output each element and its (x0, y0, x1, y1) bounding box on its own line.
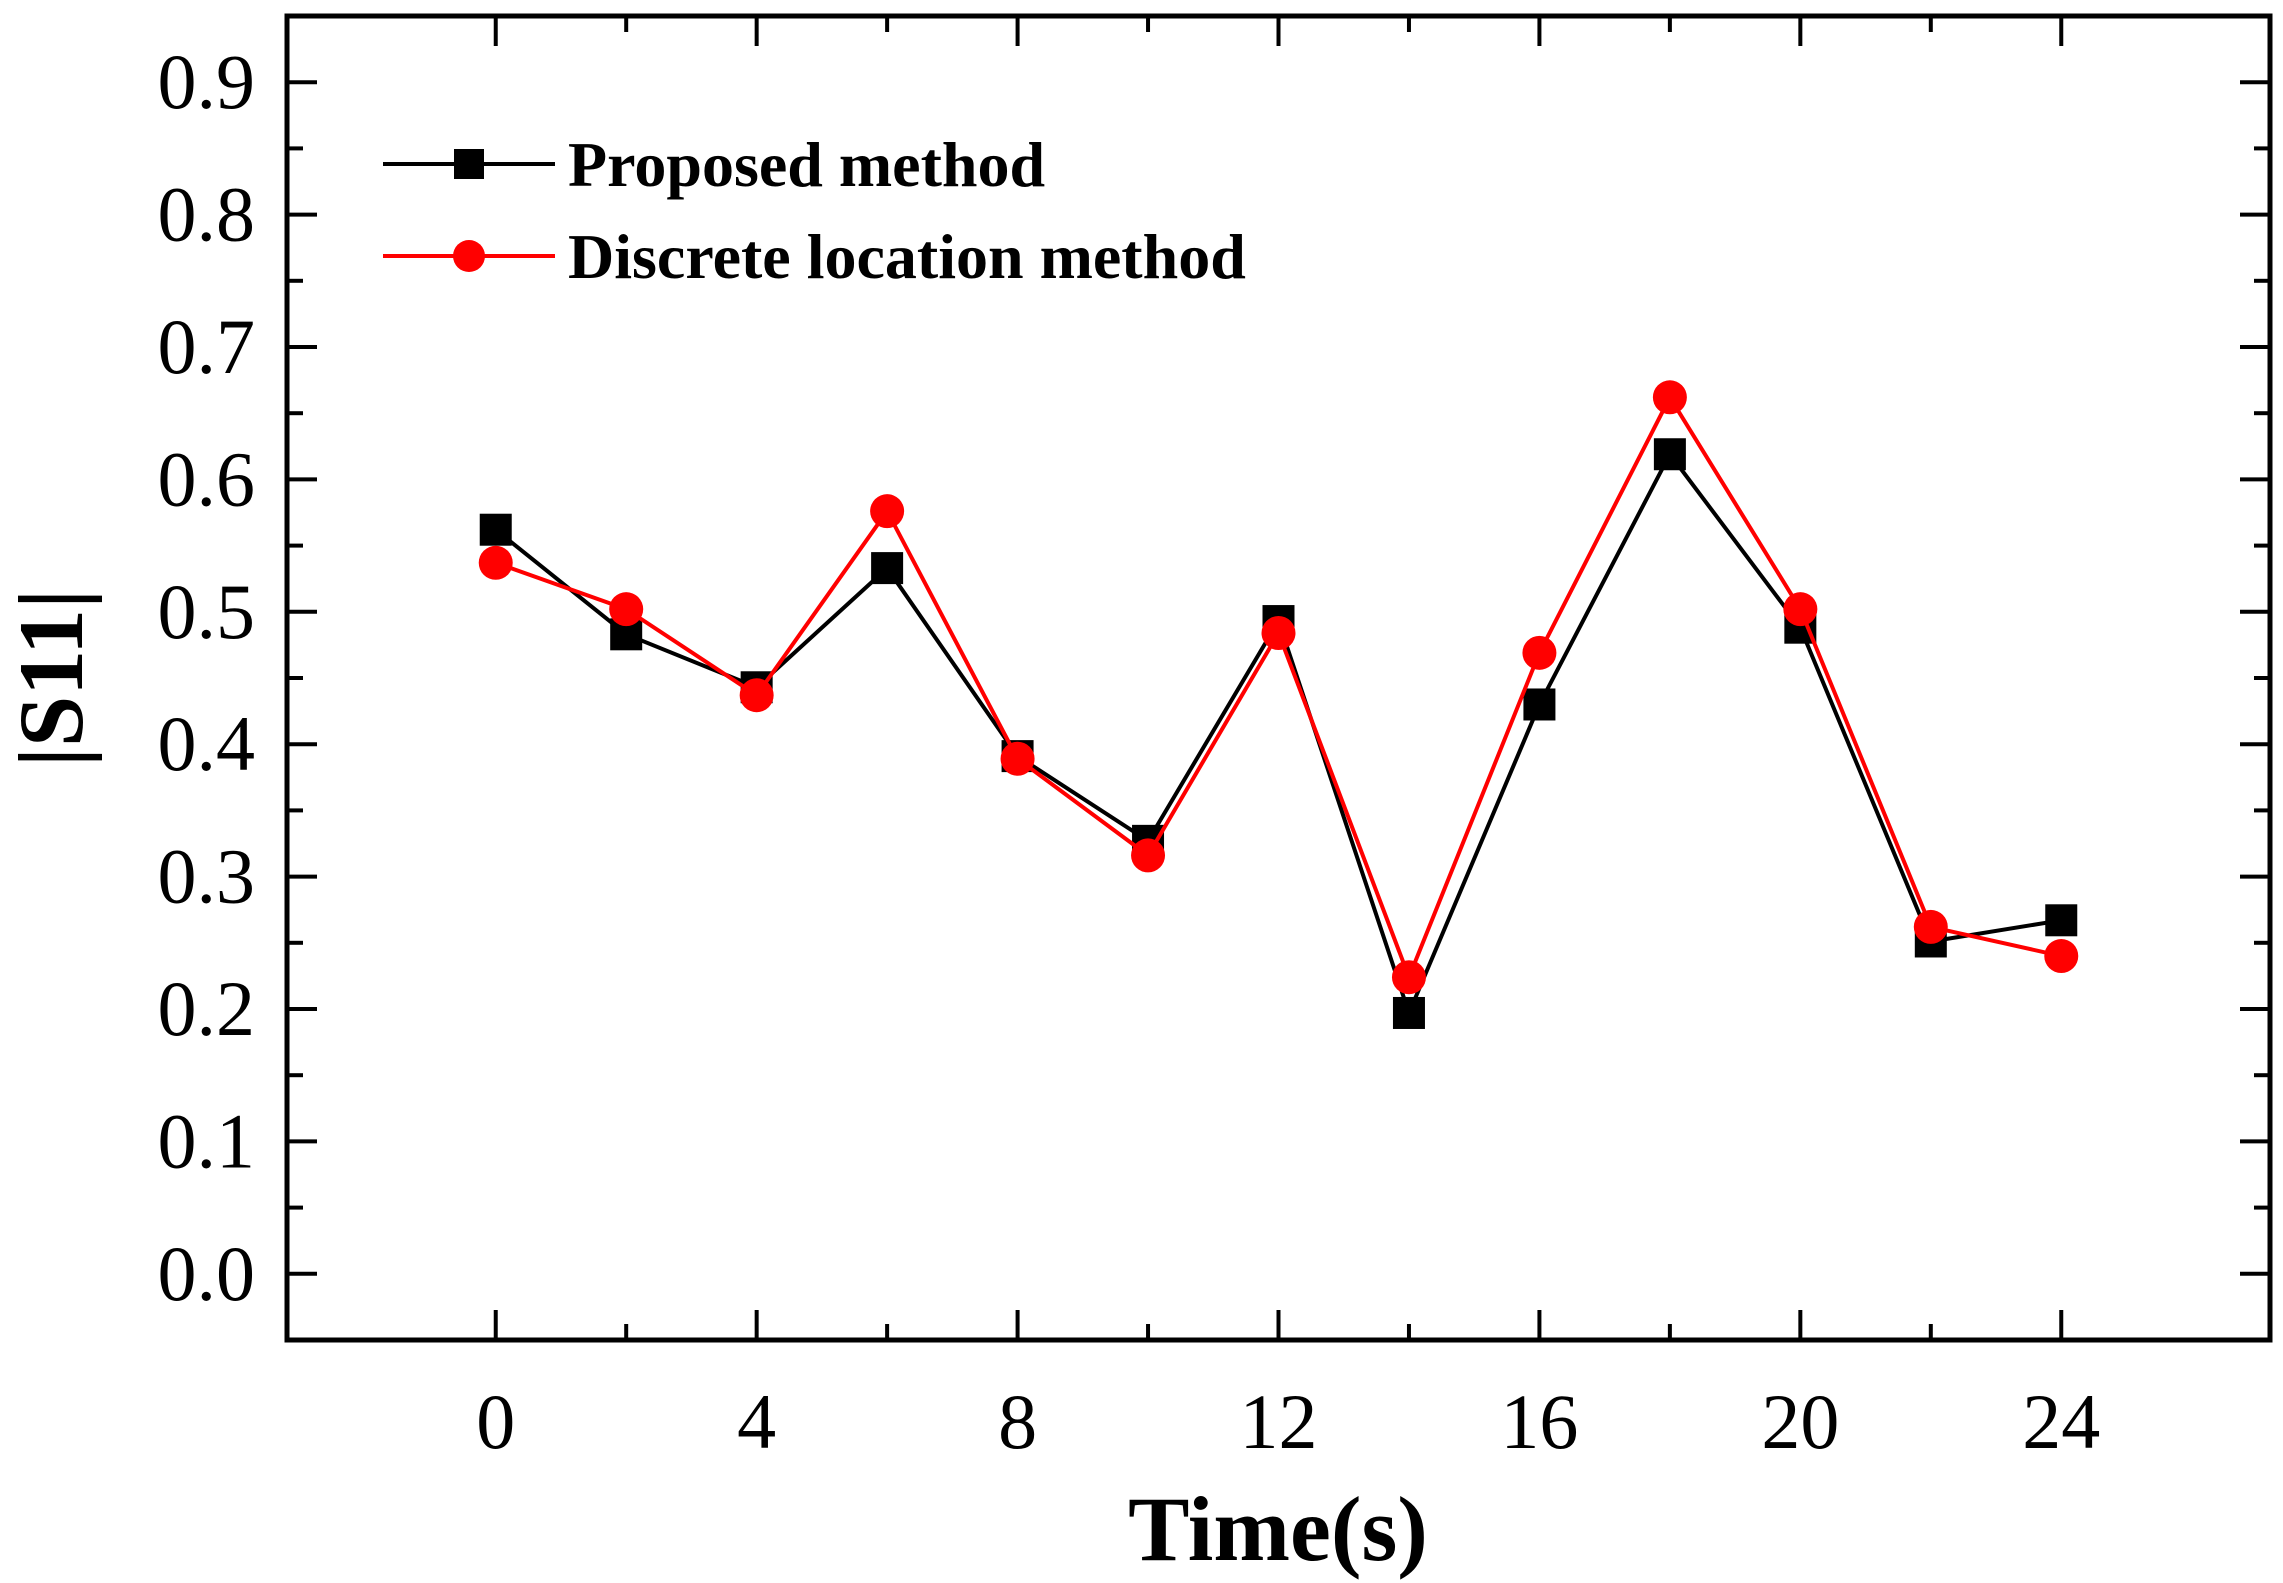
legend-marker-discrete (453, 240, 485, 272)
y-axis-ticks: 0.0 0.1 0.2 0.3 0.4 0.5 0.6 0.7 0.8 0.9 (158, 38, 2270, 1317)
y-tick-label: 0.6 (158, 435, 256, 522)
x-tick-label: 0 (476, 1378, 515, 1465)
data-point-circle (1522, 635, 1557, 670)
data-point-circle (1000, 741, 1035, 776)
data-point-square (1653, 438, 1686, 471)
series-line (494, 452, 2062, 1015)
legend-label-discrete: Discrete location method (568, 221, 1246, 292)
x-tick-label: 16 (1500, 1378, 1578, 1465)
y-tick-label: 0.8 (158, 171, 256, 258)
y-tick-label: 0.1 (158, 1097, 256, 1184)
y-tick-label: 0.0 (158, 1230, 256, 1317)
data-point-square (479, 513, 512, 546)
x-tick-label: 8 (998, 1378, 1037, 1465)
legend-label-proposed: Proposed method (568, 129, 1045, 200)
legend-marker-proposed (454, 149, 484, 179)
data-point-circle (2044, 939, 2079, 974)
data-point-square (1523, 688, 1556, 721)
y-tick-label: 0.3 (158, 833, 256, 920)
y-tick-label: 0.5 (158, 568, 256, 655)
data-point-circle (1261, 615, 1296, 650)
data-point-square (871, 552, 904, 585)
series-proposed-method (479, 438, 2078, 1029)
plot-frame (284, 13, 2273, 1343)
y-tick-label: 0.9 (158, 38, 256, 125)
data-point-circle (1652, 380, 1687, 415)
data-point-circle (609, 592, 644, 627)
y-tick-label: 0.2 (158, 965, 256, 1052)
data-point-circle (1913, 909, 1948, 944)
x-tick-label: 20 (1761, 1378, 1839, 1465)
y-tick-label: 0.4 (158, 700, 256, 787)
x-axis-ticks: 0 4 8 12 16 20 24 (476, 16, 2100, 1465)
data-point-circle (1391, 960, 1426, 995)
x-tick-label: 24 (2022, 1378, 2100, 1465)
x-tick-label: 4 (737, 1378, 776, 1465)
series-layer (478, 380, 2079, 1029)
data-point-square (2045, 904, 2078, 937)
data-point-square (1392, 996, 1425, 1029)
y-tick-label: 0.7 (158, 303, 256, 390)
series-discrete-location-method (478, 380, 2079, 995)
data-point-circle (1783, 592, 1818, 627)
y-axis-title: |S11| (0, 589, 102, 768)
data-point-circle (1131, 838, 1166, 873)
data-point-circle (739, 678, 774, 713)
x-axis-title: Time(s) (1128, 1478, 1428, 1580)
data-point-circle (870, 494, 905, 529)
x-tick-label: 12 (1240, 1378, 1318, 1465)
data-point-circle (478, 545, 513, 580)
legend: Proposed method Discrete location method (383, 129, 1246, 292)
